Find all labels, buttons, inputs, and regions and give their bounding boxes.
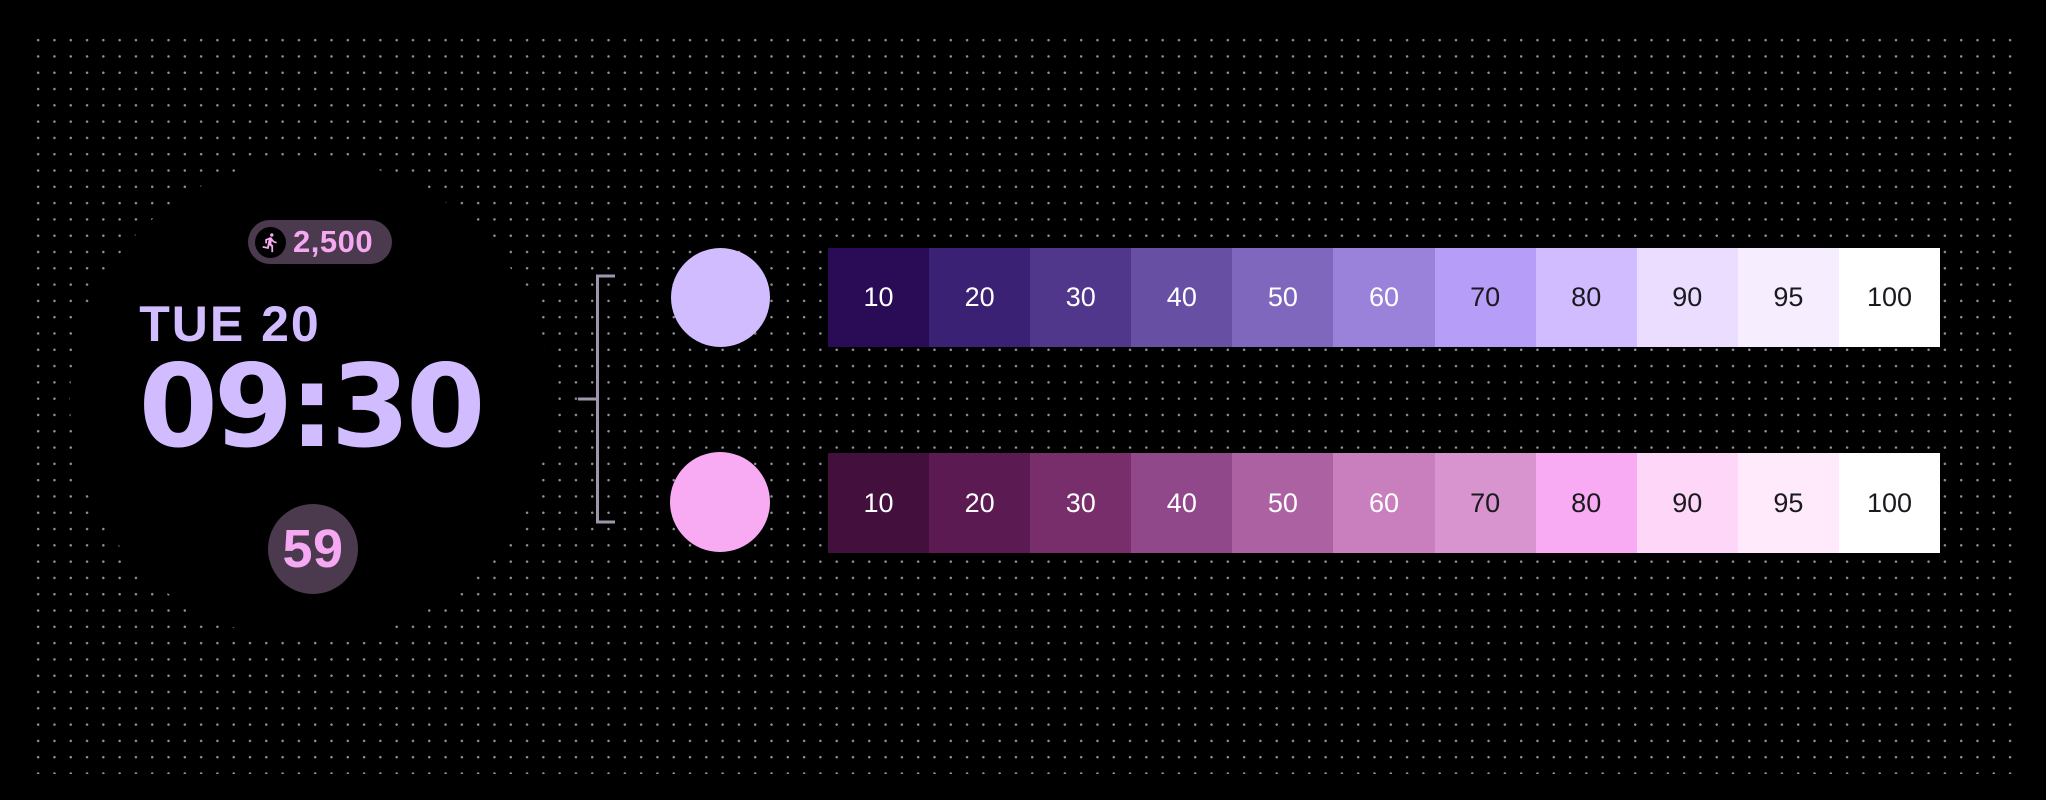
watch-face-preview: 2,500 TUE 20 09:30 59 <box>70 160 550 640</box>
swatch-pink-50[interactable]: 50 <box>1232 453 1334 553</box>
swatch-label: 80 <box>1571 282 1602 312</box>
swatch-label: 95 <box>1773 487 1804 518</box>
runner-icon <box>255 226 286 258</box>
swatch-label: 20 <box>964 282 995 312</box>
swatch-pink-60[interactable]: 60 <box>1333 453 1435 553</box>
heart-rate-complication[interactable]: 59 <box>268 504 358 594</box>
swatch-pink-80[interactable]: 80 <box>1535 453 1637 553</box>
watch-time: 09:30 <box>138 340 486 473</box>
swatch-purple-50[interactable]: 50 <box>1232 248 1334 347</box>
swatch-label: 50 <box>1267 487 1298 518</box>
swatch-purple-60[interactable]: 60 <box>1333 248 1435 347</box>
swatch-pink-90[interactable]: 90 <box>1636 453 1738 553</box>
swatch-purple-10[interactable]: 10 <box>828 248 930 347</box>
steps-value: 2,500 <box>293 224 374 259</box>
swatch-label: 90 <box>1672 282 1703 312</box>
swatch-label: 80 <box>1571 487 1602 518</box>
pink-tonal-palette: 10 20 30 40 50 60 70 80 90 95 100 <box>828 453 1941 553</box>
heart-rate-value: 59 <box>282 519 344 579</box>
swatch-label: 100 <box>1866 487 1913 518</box>
group-bracket <box>578 274 615 524</box>
swatch-purple-80[interactable]: 80 <box>1535 248 1637 347</box>
swatch-label: 60 <box>1368 282 1400 312</box>
swatch-label: 10 <box>863 487 894 518</box>
swatch-purple-20[interactable]: 20 <box>929 248 1031 347</box>
swatch-label: 30 <box>1065 487 1096 518</box>
swatch-purple-70[interactable]: 70 <box>1434 248 1536 347</box>
pink-key-color-circle[interactable] <box>670 452 770 552</box>
swatch-label: 90 <box>1672 487 1703 518</box>
swatch-pink-95[interactable]: 95 <box>1737 453 1839 553</box>
swatch-label: 40 <box>1166 282 1197 312</box>
swatch-label: 70 <box>1470 282 1501 312</box>
swatch-pink-100[interactable]: 100 <box>1838 453 1941 553</box>
swatch-purple-40[interactable]: 40 <box>1131 248 1233 347</box>
swatch-label: 95 <box>1773 282 1804 312</box>
swatch-pink-10[interactable]: 10 <box>828 453 930 553</box>
swatch-label: 70 <box>1470 487 1501 518</box>
swatch-pink-40[interactable]: 40 <box>1131 453 1233 553</box>
swatch-label: 10 <box>863 282 894 312</box>
swatch-pink-20[interactable]: 20 <box>929 453 1031 553</box>
swatch-label: 20 <box>964 487 995 518</box>
purple-tonal-palette: 10 20 30 40 50 60 70 80 90 95 100 <box>828 248 1941 347</box>
swatch-purple-100[interactable]: 100 <box>1838 248 1941 347</box>
swatch-purple-30[interactable]: 30 <box>1030 248 1132 347</box>
purple-key-color-circle[interactable] <box>671 248 770 347</box>
swatch-label: 50 <box>1267 282 1298 312</box>
swatch-label: 100 <box>1866 282 1913 312</box>
swatch-label: 30 <box>1065 282 1096 312</box>
swatch-label: 40 <box>1166 487 1197 518</box>
swatch-label: 60 <box>1368 487 1400 518</box>
watch-date: TUE 20 <box>139 296 321 352</box>
swatch-pink-70[interactable]: 70 <box>1434 453 1536 553</box>
swatch-purple-90[interactable]: 90 <box>1636 248 1738 347</box>
swatch-purple-95[interactable]: 95 <box>1737 248 1839 347</box>
swatch-pink-30[interactable]: 30 <box>1030 453 1132 553</box>
steps-complication[interactable]: 2,500 <box>248 220 392 264</box>
